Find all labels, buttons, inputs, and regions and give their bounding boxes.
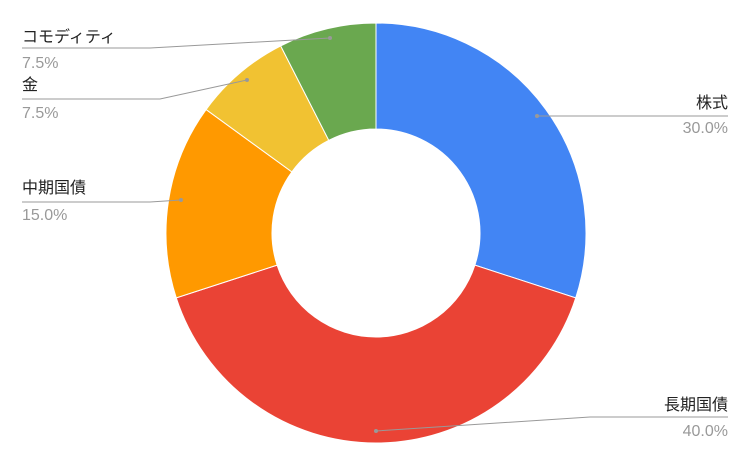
slice-label-2: 中期国債 (22, 178, 86, 197)
leader-line-2 (22, 199, 182, 203)
leader-dot-0 (535, 114, 539, 118)
slice-4[interactable] (279, 22, 377, 142)
leader-dot-1 (374, 429, 378, 433)
slice-label-4: コモディティ (22, 27, 116, 46)
leader-line-4 (22, 37, 331, 49)
leader-dot-2 (179, 198, 183, 202)
slice-2[interactable] (165, 108, 293, 299)
leader-line-3 (22, 79, 248, 100)
slice-label-3: 金 (22, 75, 38, 94)
slice-percent-4: 7.5% (22, 55, 58, 72)
slice-label-1: 長期国債 (664, 395, 728, 414)
slice-0[interactable] (375, 22, 587, 299)
slice-percent-0: 30.0% (683, 120, 728, 137)
leader-line-1 (375, 416, 728, 432)
slice-percent-1: 40.0% (683, 423, 728, 440)
leader-dot-4 (328, 36, 332, 40)
slice-percent-3: 7.5% (22, 105, 58, 122)
leader-dot-3 (245, 78, 249, 82)
slice-label-0: 株式 (696, 93, 728, 112)
slice-percent-2: 15.0% (22, 207, 67, 224)
slice-1[interactable] (175, 264, 577, 444)
